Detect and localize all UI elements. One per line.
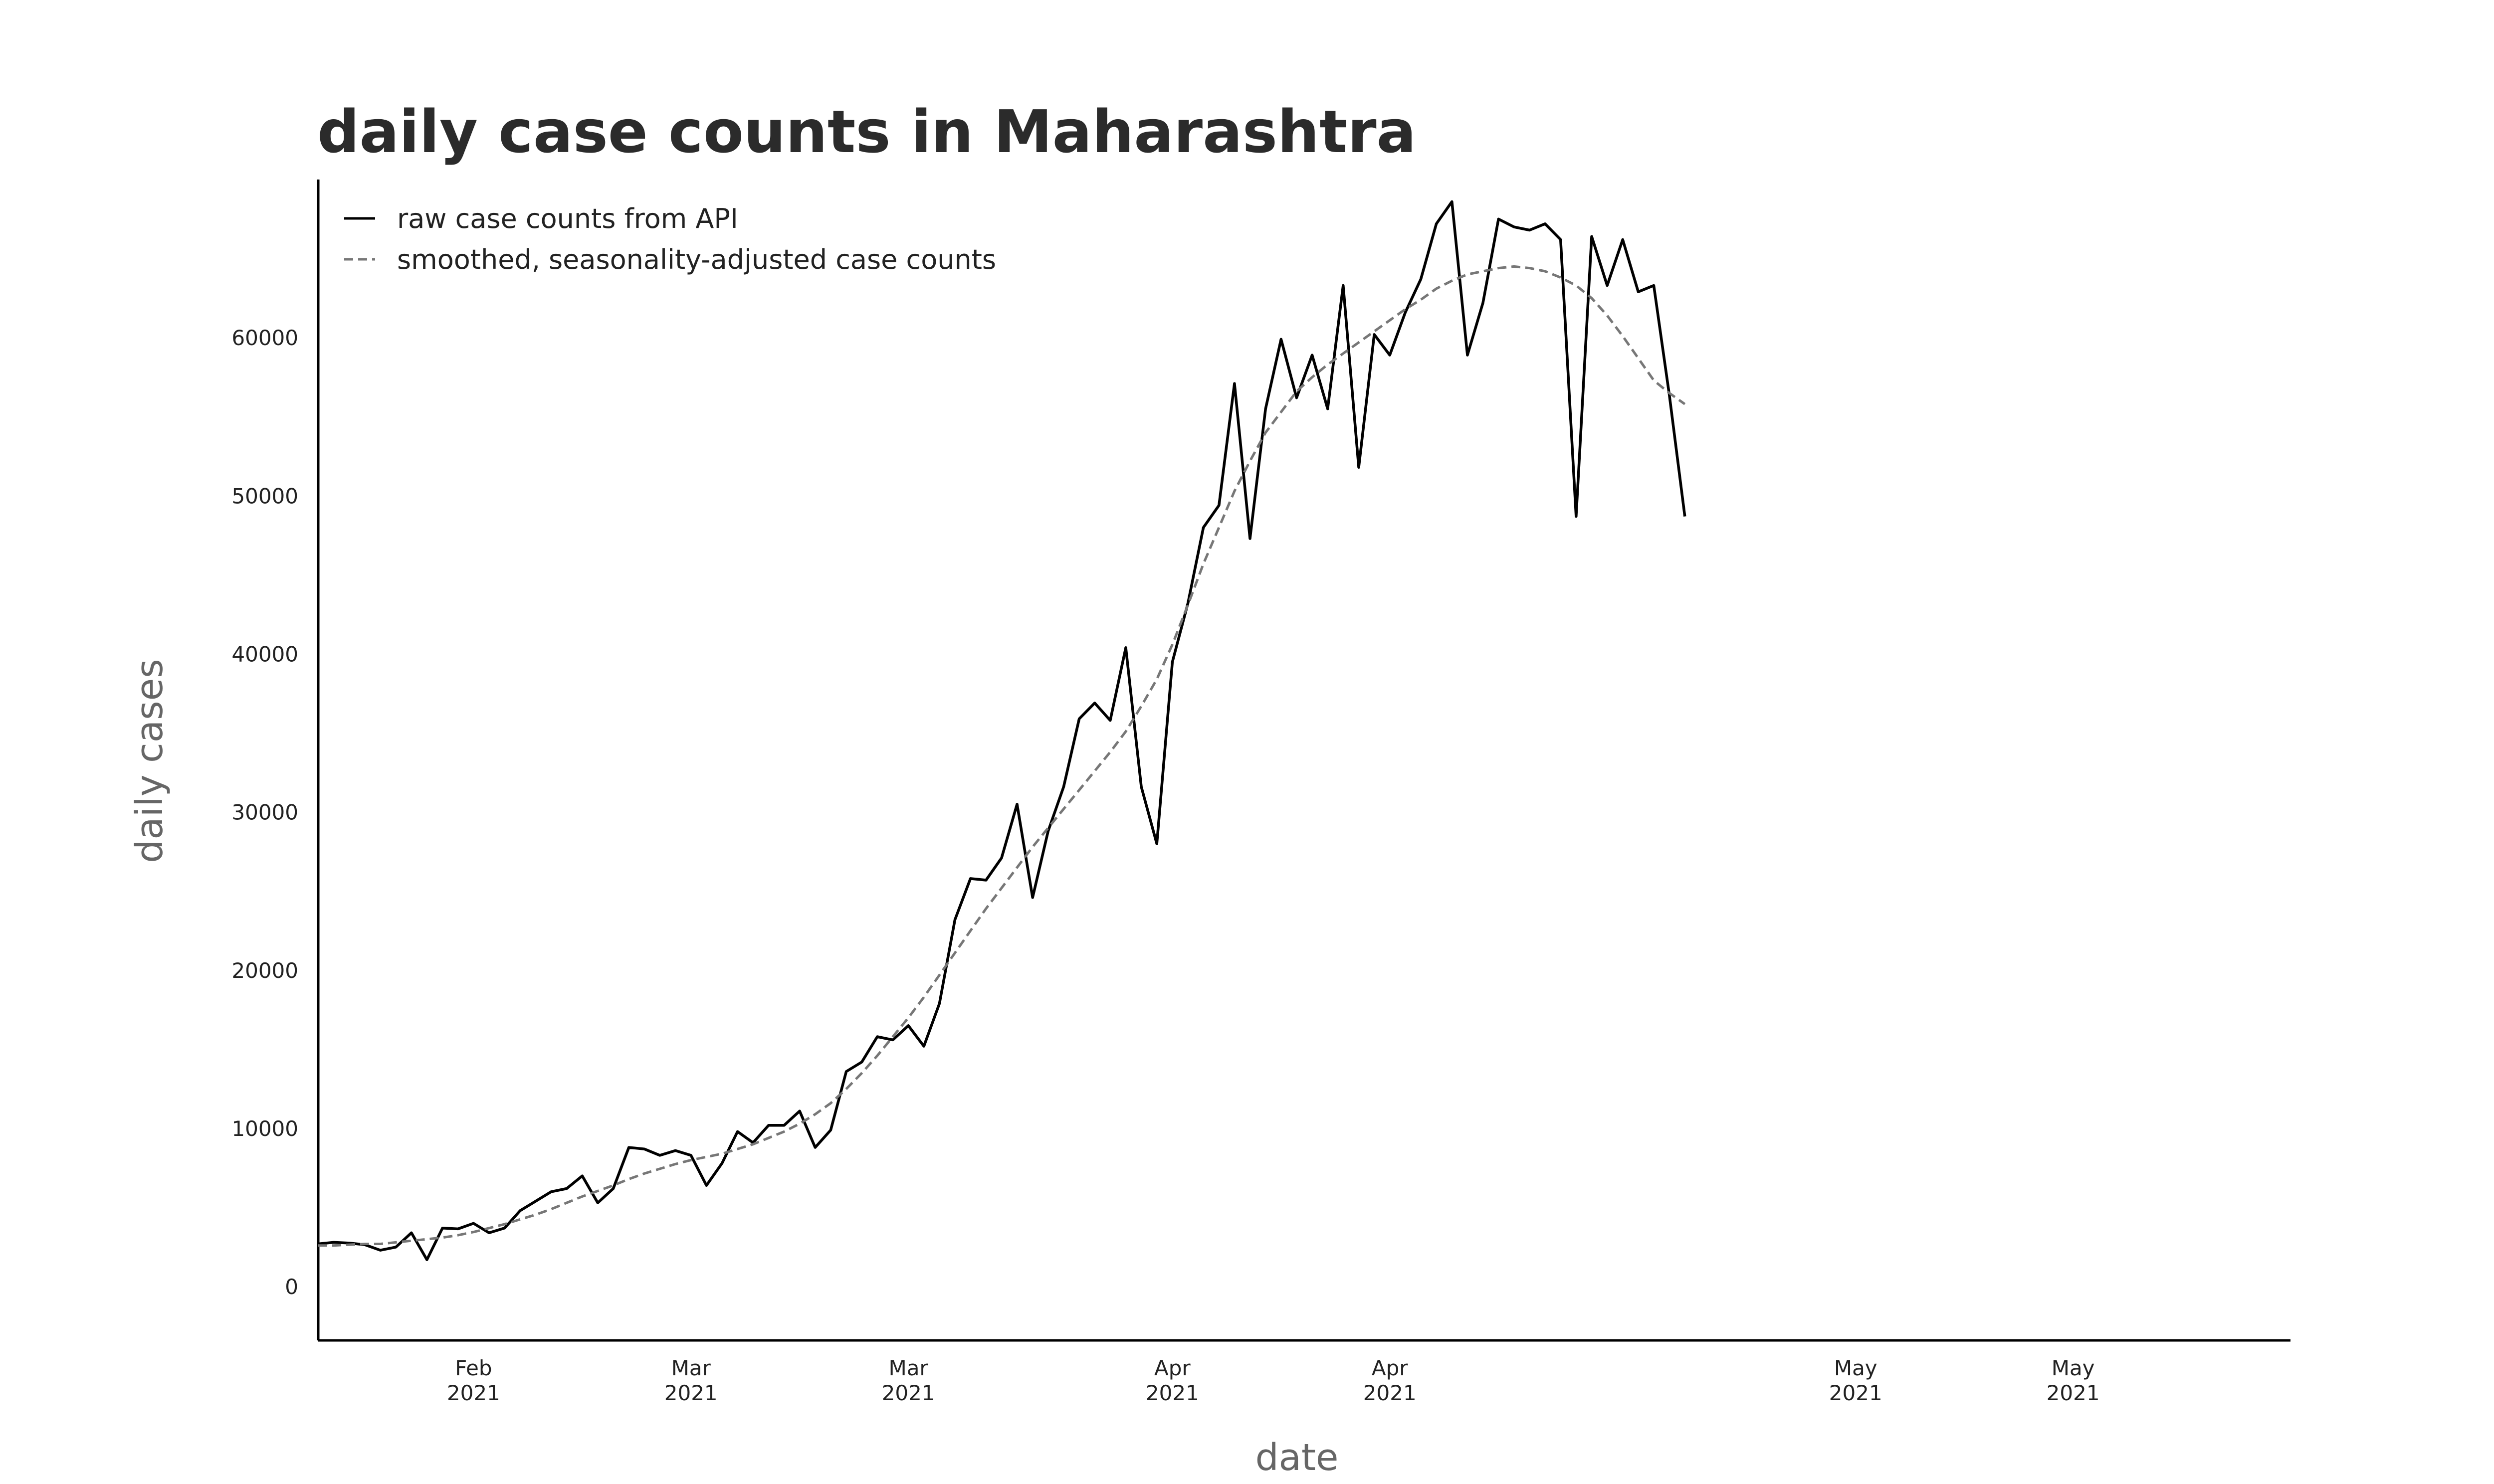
- x-tick-label: Apr: [1154, 1356, 1191, 1380]
- x-axis-label: date: [1255, 1436, 1339, 1479]
- y-tick-label: 40000: [231, 642, 298, 666]
- y-tick-label: 60000: [231, 326, 298, 350]
- y-tick-label: 10000: [231, 1116, 298, 1141]
- x-tick-label: Mar: [888, 1356, 928, 1380]
- y-tick-label: 30000: [231, 800, 298, 825]
- x-tick-label: 2021: [1146, 1381, 1199, 1405]
- legend-label: raw case counts from API: [397, 203, 738, 234]
- chart-title: daily case counts in Maharashtra: [317, 97, 1417, 166]
- y-tick-label: 50000: [231, 484, 298, 508]
- y-tick-label: 0: [285, 1275, 298, 1299]
- x-tick-label: Apr: [1372, 1356, 1408, 1380]
- x-tick-label: May: [1834, 1356, 1877, 1380]
- x-tick-label: 2021: [664, 1381, 718, 1405]
- x-tick-label: Mar: [671, 1356, 711, 1380]
- x-tick-label: 2021: [1363, 1381, 1417, 1405]
- x-tick-label: May: [2052, 1356, 2095, 1380]
- y-tick-label: 20000: [231, 958, 298, 983]
- raw-series-line: [318, 200, 1686, 1261]
- x-tick-label: 2021: [447, 1381, 500, 1405]
- x-tick-label: 2021: [1829, 1381, 1882, 1405]
- x-tick-label: Feb: [455, 1356, 492, 1380]
- smoothed-series-line: [318, 265, 1686, 1247]
- y-axis-label: daily cases: [128, 659, 171, 863]
- x-tick-label: 2021: [882, 1381, 935, 1405]
- legend-label: smoothed, seasonality-adjusted case coun…: [397, 244, 996, 275]
- x-tick-label: 2021: [2047, 1381, 2100, 1405]
